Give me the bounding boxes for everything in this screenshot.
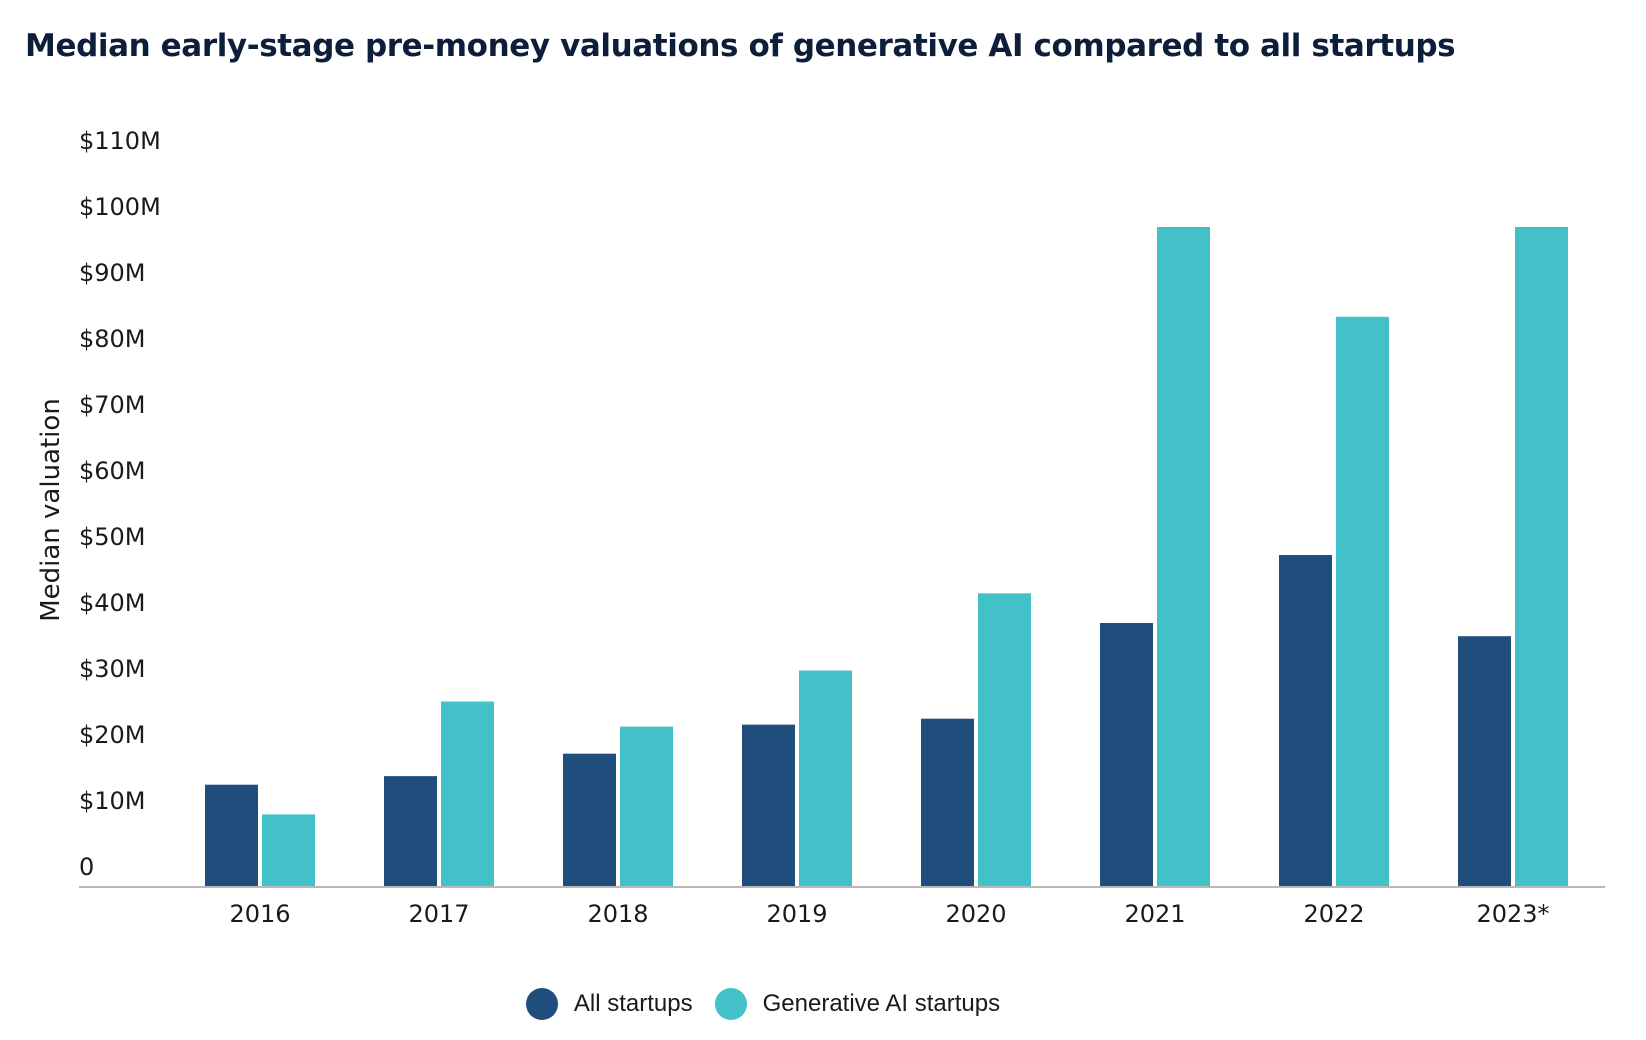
y-tick-label: $50M <box>79 523 146 551</box>
bar-generative-ai-2019 <box>799 670 852 887</box>
y-tick-label: $100M <box>79 193 161 221</box>
bar-generative-ai-2018 <box>620 726 673 887</box>
bar-generative-ai-2022 <box>1336 316 1389 887</box>
chart-title: Median early-stage pre-money valuations … <box>25 28 1456 64</box>
y-tick-label: $90M <box>79 259 146 287</box>
bar-all-startups-2023 <box>1458 636 1511 887</box>
legend-label: All startups <box>573 990 693 1017</box>
bars-group <box>205 227 1568 887</box>
bar-generative-ai-2023 <box>1515 227 1568 887</box>
legend-item: All startups <box>525 988 693 1020</box>
x-tick-label: 2017 <box>408 900 469 928</box>
bar-generative-ai-2020 <box>978 593 1031 887</box>
legend-swatch <box>525 988 558 1020</box>
y-tick-label: $60M <box>79 457 146 485</box>
legend: All startups Generative AI startups <box>0 986 1586 1022</box>
bar-all-startups-2018 <box>563 753 616 887</box>
bar-generative-ai-2016 <box>262 814 315 887</box>
bar-all-startups-2021 <box>1100 623 1153 887</box>
legend-swatch <box>714 988 747 1020</box>
x-axis-ticks: 2016 2017 2018 2019 2020 2021 2022 2023* <box>229 900 1549 928</box>
x-tick-label: 2016 <box>229 900 290 928</box>
bar-all-startups-2020 <box>921 718 974 887</box>
y-tick-label: $110M <box>79 127 161 155</box>
bar-all-startups-2022 <box>1279 555 1332 887</box>
x-tick-label: 2020 <box>945 900 1006 928</box>
y-tick-label: $20M <box>79 721 146 749</box>
legend-label: Generative AI startups <box>762 990 1001 1017</box>
x-tick-label: 2021 <box>1124 900 1185 928</box>
y-axis-label: Median valuation <box>36 398 66 622</box>
y-tick-label: 0 <box>79 853 94 881</box>
bar-generative-ai-2021 <box>1157 227 1210 887</box>
legend-item: Generative AI startups <box>714 988 1001 1020</box>
bar-all-startups-2017 <box>384 776 437 887</box>
bar-all-startups-2016 <box>205 784 258 887</box>
x-tick-label: 2023* <box>1476 900 1549 928</box>
bar-all-startups-2019 <box>742 724 795 887</box>
x-tick-label: 2022 <box>1303 900 1364 928</box>
x-tick-label: 2019 <box>766 900 827 928</box>
y-tick-label: $70M <box>79 391 146 419</box>
y-tick-label: $30M <box>79 655 146 683</box>
y-axis-ticks: 0 $10M $20M $30M $40M $50M $60M $70M $80M $90M $10… <box>79 127 161 881</box>
y-tick-label: $40M <box>79 589 146 617</box>
bar-generative-ai-2017 <box>441 701 494 887</box>
y-tick-label: $10M <box>79 787 146 815</box>
x-tick-label: 2018 <box>587 900 648 928</box>
y-tick-label: $80M <box>79 325 146 353</box>
